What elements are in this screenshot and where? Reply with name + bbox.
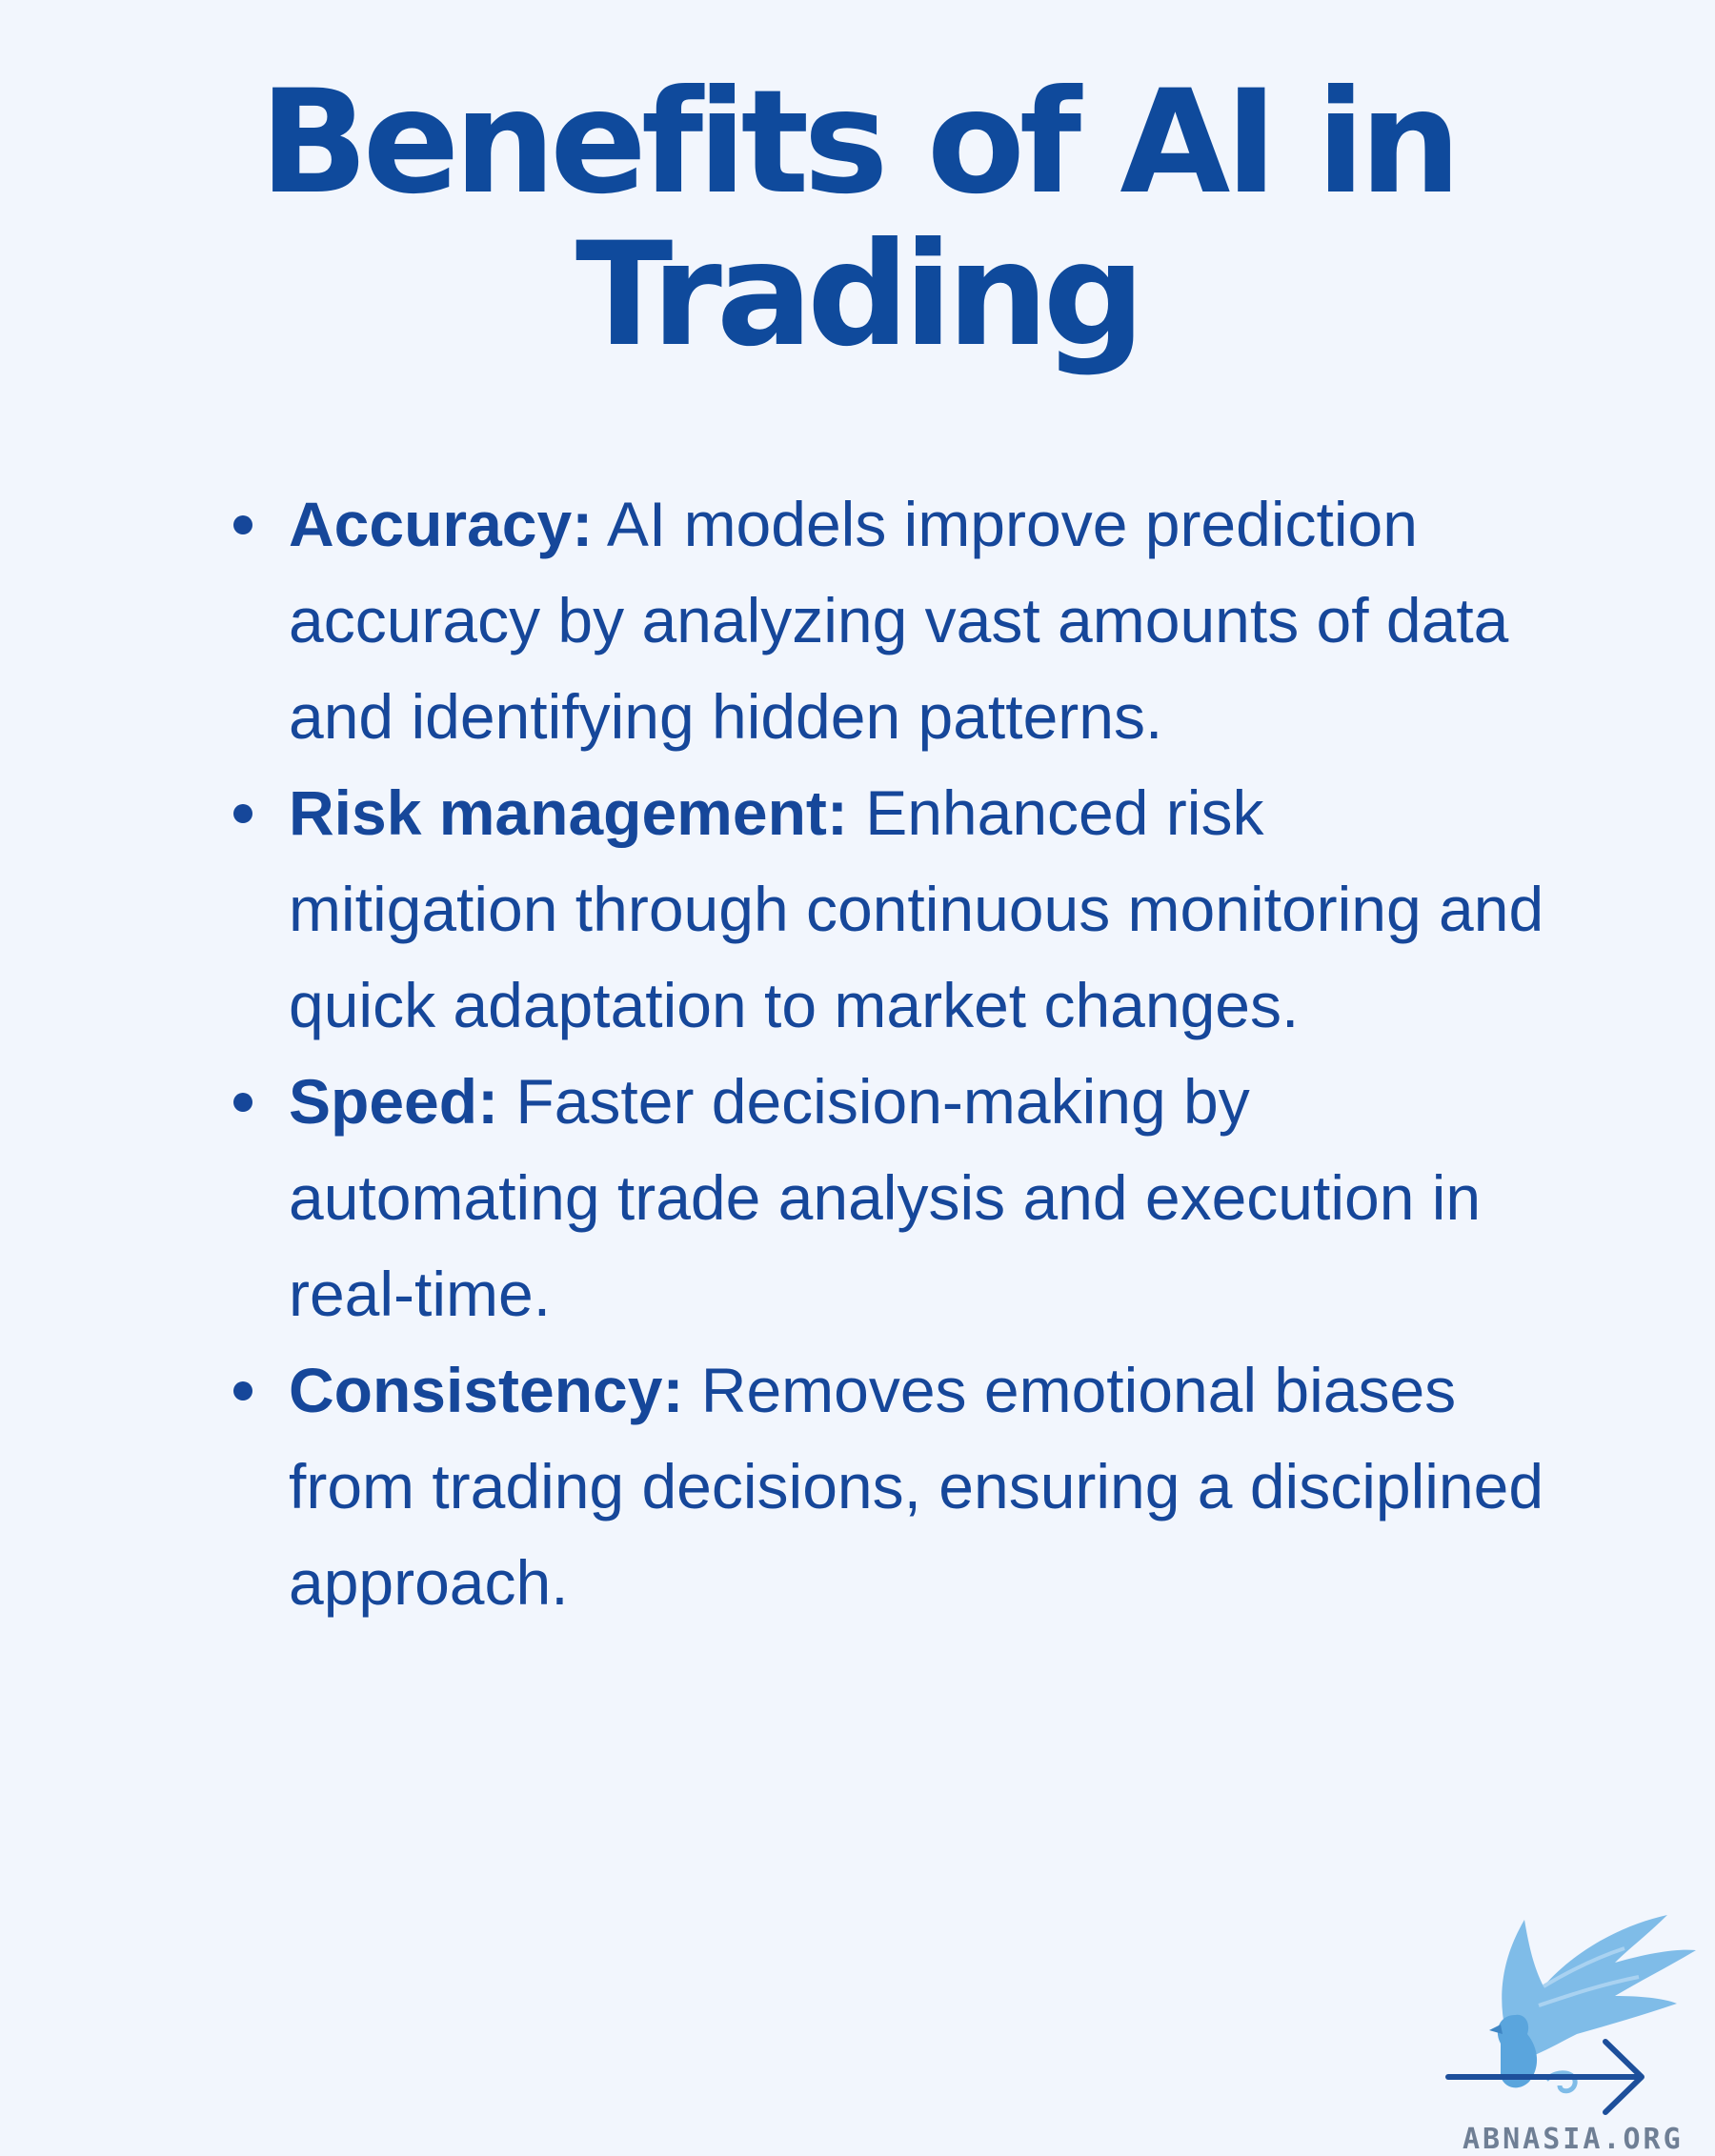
griffin-beak bbox=[1489, 2025, 1503, 2034]
page-title: Benefits of AI in Trading bbox=[0, 67, 1715, 372]
benefit-term: Speed: bbox=[289, 1066, 499, 1137]
bullet-icon bbox=[233, 1093, 252, 1112]
benefits-list: Accuracy: AI models improve prediction a… bbox=[233, 476, 1548, 1631]
logo-wordmark: ABNASIA.ORG bbox=[1463, 2123, 1684, 2156]
griffin-body bbox=[1497, 2014, 1538, 2088]
benefit-item-accuracy: Accuracy: AI models improve prediction a… bbox=[233, 476, 1548, 765]
feather-line bbox=[1538, 1975, 1640, 2007]
tail-curl bbox=[1544, 2070, 1578, 2094]
benefit-term: Accuracy: bbox=[289, 489, 594, 559]
benefit-term: Consistency: bbox=[289, 1355, 684, 1425]
page-title-line-1: Benefits of AI in bbox=[259, 60, 1461, 226]
benefit-description: Removes emotional biases from trading de… bbox=[289, 1355, 1544, 1618]
benefit-term: Risk management: bbox=[289, 777, 848, 848]
wing-shape bbox=[1502, 1915, 1696, 2063]
griffin-logo-icon bbox=[1445, 1915, 1696, 2115]
bullet-icon bbox=[233, 1381, 252, 1400]
benefit-description: AI models improve prediction accuracy by… bbox=[289, 489, 1509, 752]
bullet-icon bbox=[233, 804, 252, 823]
benefit-item-risk-management: Risk management: Enhanced risk mitigatio… bbox=[233, 765, 1548, 1054]
page-title-line-2: Trading bbox=[575, 212, 1145, 378]
benefit-description: Enhanced risk mitigation through continu… bbox=[289, 777, 1544, 1040]
bullet-icon bbox=[233, 515, 252, 534]
benefit-item-consistency: Consistency: Removes emotional biases fr… bbox=[233, 1342, 1548, 1631]
benefit-description: Faster decision-making by automating tra… bbox=[289, 1066, 1482, 1329]
arrow-right-icon bbox=[1603, 2039, 1644, 2115]
feather-line bbox=[1542, 1946, 1625, 1988]
benefit-item-speed: Speed: Faster decision-making by automat… bbox=[233, 1054, 1548, 1342]
